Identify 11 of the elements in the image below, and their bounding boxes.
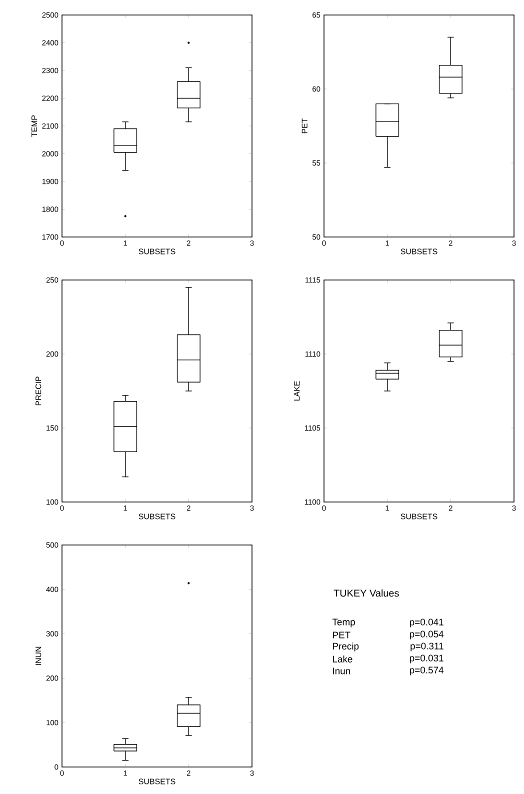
text: p=0.054 xyxy=(410,630,444,640)
text: p=0.031 xyxy=(410,654,444,664)
text: PET xyxy=(332,632,350,638)
text: Lake xyxy=(332,656,352,662)
text: p=0.574 xyxy=(410,666,444,676)
text: Inun xyxy=(333,668,350,674)
text: p=0.041 xyxy=(410,618,444,628)
text: TUKEY Values xyxy=(334,589,399,597)
text: p=0.311 xyxy=(410,642,444,652)
text: Temp xyxy=(332,618,355,628)
text: Precip xyxy=(332,642,359,652)
